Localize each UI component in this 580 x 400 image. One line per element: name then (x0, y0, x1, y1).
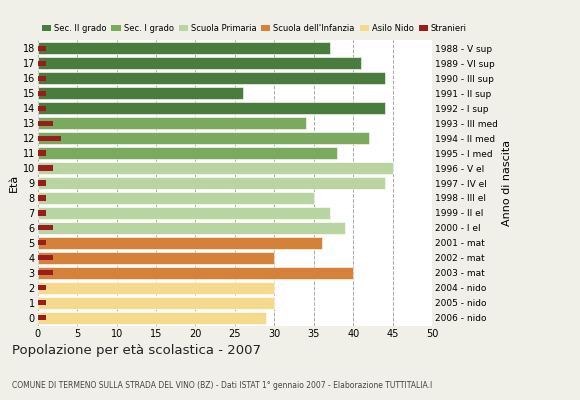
Bar (38, 225, 53, 230)
Bar (38, 210, 46, 216)
Bar (38, 87, 243, 99)
Text: COMUNE DI TERMENO SULLA STRADA DEL VINO (BZ) - Dati ISTAT 1° gennaio 2007 - Elab: COMUNE DI TERMENO SULLA STRADA DEL VINO … (12, 381, 432, 390)
Bar (38, 285, 46, 290)
Y-axis label: Anno di nascita: Anno di nascita (502, 140, 512, 226)
Bar (38, 195, 46, 200)
Bar (38, 132, 369, 144)
Bar (38, 270, 53, 276)
Bar (38, 180, 46, 186)
Bar (38, 297, 274, 309)
Bar (38, 136, 61, 141)
Bar (38, 46, 46, 51)
Bar (38, 120, 53, 126)
Bar (38, 61, 46, 66)
Legend: Sec. II grado, Sec. I grado, Scuola Primaria, Scuola dell'Infanzia, Asilo Nido, : Sec. II grado, Sec. I grado, Scuola Prim… (42, 24, 467, 33)
Bar (38, 315, 46, 320)
Bar (38, 106, 46, 111)
Bar (38, 42, 329, 54)
Bar (38, 72, 385, 84)
Bar (38, 102, 385, 114)
Bar (38, 252, 274, 264)
Bar (38, 177, 385, 189)
Bar (38, 240, 46, 246)
Bar (38, 90, 46, 96)
Bar (38, 207, 329, 219)
Bar (38, 282, 274, 294)
Y-axis label: Età: Età (8, 174, 19, 192)
Bar (38, 222, 345, 234)
Bar (38, 117, 306, 129)
Bar (38, 166, 53, 171)
Bar (38, 237, 322, 249)
Bar (38, 162, 393, 174)
Bar (38, 267, 353, 279)
Text: Popolazione per età scolastica - 2007: Popolazione per età scolastica - 2007 (12, 344, 260, 357)
Bar (38, 147, 338, 159)
Bar (38, 192, 314, 204)
Bar (38, 312, 266, 324)
Bar (38, 76, 46, 81)
Bar (38, 57, 361, 69)
Bar (38, 300, 46, 305)
Bar (38, 150, 46, 156)
Bar (38, 255, 53, 260)
